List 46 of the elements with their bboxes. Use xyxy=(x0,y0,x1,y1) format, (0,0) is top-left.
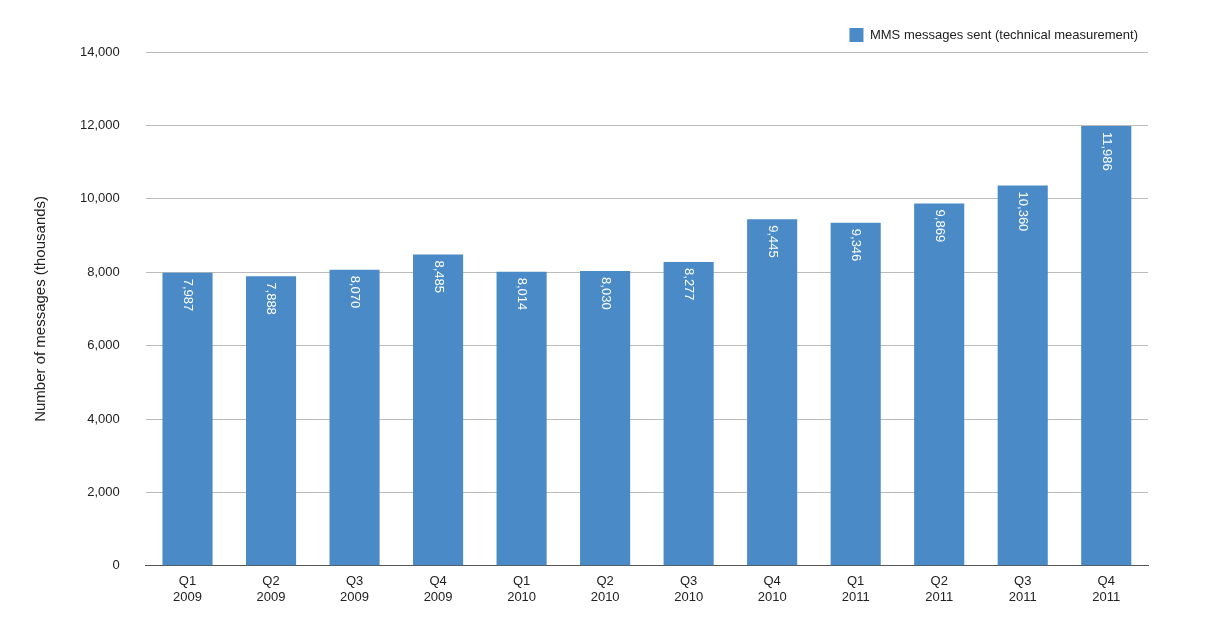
data-label: 8,014 xyxy=(515,277,531,311)
data-label: 11,986 xyxy=(1099,131,1115,171)
x-tick-label: Q4 2009 xyxy=(423,573,453,604)
bar xyxy=(747,219,798,566)
bar xyxy=(162,272,213,566)
bar xyxy=(496,271,547,566)
data-label: 8,030 xyxy=(598,277,614,310)
data-label: 8,277 xyxy=(682,268,698,301)
y-tick-label: 2,000 xyxy=(87,483,120,499)
bar xyxy=(329,269,380,566)
x-tick-label: Q3 2011 xyxy=(1008,573,1037,604)
x-tick-label: Q4 2010 xyxy=(757,573,787,604)
data-label: 7,987 xyxy=(180,278,196,312)
data-label: 9,869 xyxy=(932,209,948,243)
x-tick-label: Q3 2010 xyxy=(674,573,704,604)
bar xyxy=(663,262,714,566)
y-tick-label: 14,000 xyxy=(80,43,120,59)
y-tick-label: 12,000 xyxy=(80,116,120,132)
x-tick-label: Q3 2009 xyxy=(340,573,370,604)
bar xyxy=(997,185,1048,566)
x-tick-label: Q2 2011 xyxy=(925,573,954,604)
y-tick-label: 10,000 xyxy=(80,190,120,206)
x-tick-label: Q1 2009 xyxy=(173,573,202,604)
y-axis-title: Number of messages (thousands) xyxy=(31,195,49,422)
y-tick-label: 6,000 xyxy=(87,337,120,353)
bar xyxy=(830,222,881,566)
bar xyxy=(1081,125,1132,566)
data-label: 9,346 xyxy=(849,228,865,262)
y-tick-label: 8,000 xyxy=(87,263,120,279)
data-label: 8,485 xyxy=(431,260,447,293)
bar xyxy=(580,271,631,566)
x-tick-label: Q1 2011 xyxy=(841,573,870,604)
x-tick-label: Q2 2009 xyxy=(256,573,286,604)
bar xyxy=(914,203,965,566)
data-label: 9,445 xyxy=(765,225,781,258)
y-tick-label: 4,000 xyxy=(87,410,120,426)
x-tick-label: Q1 2010 xyxy=(507,573,537,604)
x-tick-label: Q4 2011 xyxy=(1092,573,1121,604)
y-tick-label: 0 xyxy=(112,557,120,573)
data-label: 8,070 xyxy=(347,275,363,309)
bar xyxy=(413,254,464,566)
data-label: 10,360 xyxy=(1016,191,1032,232)
x-tick-label: Q2 2010 xyxy=(590,573,620,604)
legend-label: MMS messages sent (technical measurement) xyxy=(869,26,1138,42)
bar xyxy=(245,276,297,566)
data-label: 7,888 xyxy=(264,282,280,315)
